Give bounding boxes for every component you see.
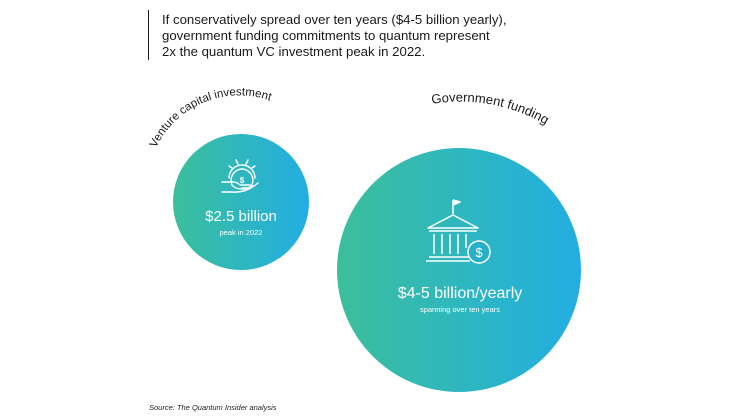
intro-text-block: If conservatively spread over ten years …	[148, 10, 549, 60]
intro-line-3: 2x the quantum VC investment peak in 202…	[162, 44, 426, 59]
value-government-funding: $4-5 billion/yearly	[398, 285, 523, 302]
source-note: Source: The Quantum Insider analysis	[149, 403, 277, 412]
caption-government-funding: spanning over ten years	[420, 305, 500, 314]
caption-venture-capital: peak in 2022	[220, 228, 263, 237]
label-government-funding: Government funding	[430, 90, 551, 128]
dollar-coin-icon: $	[475, 245, 483, 260]
money-bag-gear-hand-icon	[221, 159, 259, 193]
intro-line-1: If conservatively spread over ten years …	[162, 12, 507, 27]
intro-line-2: government funding commitments to quantu…	[162, 28, 490, 43]
bubble-government-funding	[337, 148, 581, 392]
dollar-sign-icon: $	[240, 176, 245, 185]
government-building-dollar-icon	[426, 199, 491, 264]
value-venture-capital: $2.5 billion	[205, 208, 277, 225]
bubble-venture-capital	[173, 134, 309, 270]
